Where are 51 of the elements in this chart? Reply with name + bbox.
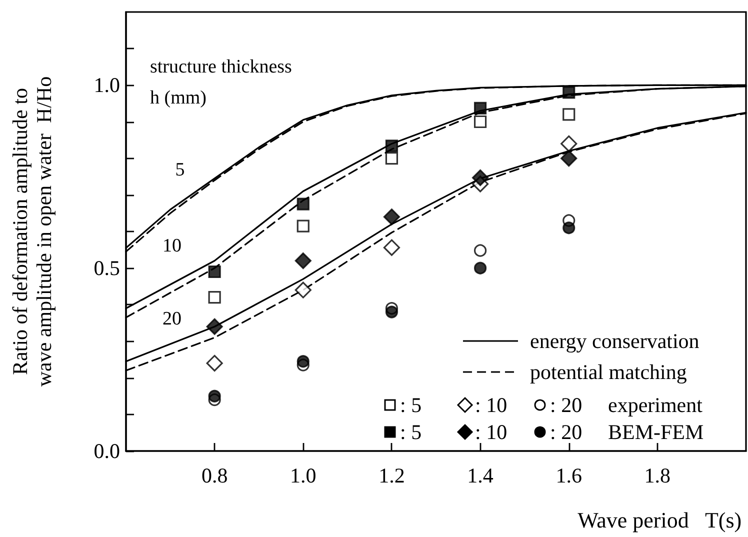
point — [562, 222, 576, 234]
y-tick-label: 0.5 — [94, 256, 120, 280]
point — [560, 150, 578, 167]
point — [474, 102, 487, 115]
point — [296, 355, 310, 368]
x-tick-label: 1.0 — [290, 464, 316, 488]
x-axis-title: Wave period T(s) — [578, 508, 742, 532]
y-tick-label: 0.0 — [94, 439, 120, 463]
point — [474, 115, 487, 128]
legend-label: : 10 — [475, 393, 508, 417]
point — [296, 220, 310, 232]
x-tick-label: 1.6 — [556, 464, 582, 488]
legend-label: : 20 — [550, 420, 582, 444]
legend-label: potential matching — [530, 360, 688, 384]
point — [474, 262, 487, 274]
annotation: 20 — [162, 308, 182, 330]
point — [560, 135, 578, 152]
point — [208, 390, 221, 402]
legend-label: : 5 — [400, 420, 422, 444]
point — [385, 152, 398, 165]
point — [294, 282, 312, 298]
legend-label: : 10 — [475, 420, 508, 444]
point — [562, 108, 576, 121]
annotation: structure thickness — [150, 56, 292, 78]
point — [474, 244, 487, 257]
point — [208, 291, 221, 304]
y-axis-title: Ratio of deformation amplitude to wave amplitude in open water H/Ho — [8, 76, 56, 387]
x-tick-label: 1.8 — [644, 464, 671, 488]
point — [383, 208, 400, 226]
point — [206, 318, 223, 335]
point — [385, 140, 398, 152]
annotation: 10 — [162, 236, 182, 256]
legend-label: : 5 — [400, 393, 422, 417]
y-tick-label: 1.0 — [94, 73, 120, 98]
x-tick-label: 0.8 — [201, 464, 228, 488]
annotation: h (mm) — [150, 88, 206, 108]
legend-label: : 20 — [550, 393, 582, 417]
annotation: BEM-FEM — [608, 420, 704, 444]
x-tick-label: 1.4 — [467, 464, 494, 488]
point — [296, 198, 310, 210]
point — [206, 354, 223, 372]
point — [208, 265, 221, 278]
annotation: 5 — [175, 160, 185, 180]
point — [383, 239, 400, 256]
x-tick-label: 1.2 — [378, 464, 405, 488]
annotation: experiment — [608, 393, 703, 417]
point — [472, 169, 489, 186]
point — [385, 306, 398, 318]
point — [294, 252, 312, 270]
legend-label: energy conservation — [530, 329, 700, 353]
point — [562, 86, 576, 99]
